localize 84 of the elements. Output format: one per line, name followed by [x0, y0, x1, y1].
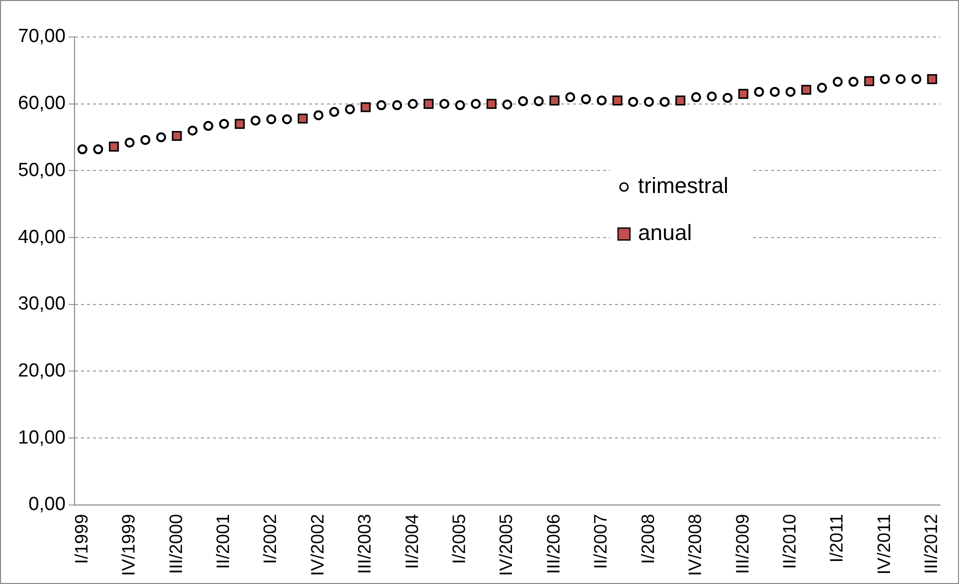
point: [534, 96, 544, 106]
point: [675, 96, 686, 106]
x-tick-label: IV/2005: [496, 514, 516, 576]
point: [140, 134, 150, 145]
point: [486, 98, 497, 109]
point: [832, 76, 843, 87]
point: [848, 76, 858, 87]
point: [219, 118, 230, 129]
x-tick-label: III/2006: [543, 514, 564, 574]
x-tick-label: I/2005: [449, 514, 470, 564]
point: [234, 118, 245, 129]
y-tick-label: 0,00: [28, 494, 66, 516]
y-tick-label: 50,00: [18, 160, 66, 181]
point: [786, 86, 796, 97]
y-tick-label: 10,00: [18, 427, 66, 448]
x-tick-label: II/2010: [779, 514, 800, 569]
point: [801, 84, 812, 95]
point: [644, 96, 654, 107]
point: [266, 114, 276, 124]
point: [691, 92, 702, 102]
point: [298, 114, 308, 124]
point: [188, 126, 198, 136]
point: [470, 98, 481, 109]
y-tick-label: 30,00: [18, 294, 66, 315]
point: [738, 88, 748, 99]
x-tick-label: III/2009: [732, 514, 752, 574]
point: [313, 110, 324, 120]
point: [565, 92, 576, 102]
point: [706, 91, 717, 102]
point: [329, 106, 340, 117]
y-tick-label: 70,00: [18, 26, 66, 48]
point: [896, 74, 906, 84]
point: [108, 142, 119, 152]
y-tick-label: 20,00: [18, 360, 66, 382]
x-tick-label: IV/2002: [307, 514, 328, 576]
x-tick-label: II/2001: [213, 514, 234, 569]
point: [612, 96, 622, 106]
point: [282, 114, 292, 124]
point: [927, 74, 938, 84]
point: [455, 100, 466, 110]
point: [439, 98, 450, 109]
x-tick-label: III/2003: [354, 514, 375, 574]
point: [549, 96, 560, 106]
legend-label: trimestral: [638, 173, 728, 198]
point: [754, 86, 764, 97]
point: [596, 96, 607, 106]
point: [77, 144, 88, 154]
point: [770, 86, 780, 97]
point: [392, 100, 402, 110]
x-tick-label: II/2004: [402, 514, 422, 569]
point: [816, 82, 827, 93]
point: [172, 130, 182, 141]
x-tick-label: IV/1999: [118, 514, 139, 576]
x-tick-label: I/1999: [71, 514, 92, 564]
x-tick-label: IV/2011: [874, 514, 894, 575]
legend-label: anual: [638, 220, 692, 246]
x-tick-label: III/2012: [921, 514, 942, 574]
point: [660, 96, 670, 107]
point: [344, 104, 355, 114]
point: [156, 132, 166, 142]
point: [722, 92, 733, 103]
point: [203, 120, 214, 131]
point: [424, 98, 434, 109]
x-tick-label: II/2007: [590, 514, 611, 569]
x-tick-label: I/2011: [826, 514, 847, 563]
point: [911, 74, 922, 84]
x-tick-label: I/2002: [260, 514, 280, 564]
point: [580, 94, 591, 104]
point: [628, 96, 638, 107]
point: [502, 100, 512, 110]
point: [376, 100, 386, 110]
point: [93, 144, 104, 154]
point: [250, 116, 261, 126]
point: [124, 138, 135, 148]
point: [864, 76, 874, 86]
x-tick-label: IV/2008: [685, 514, 706, 576]
x-tick-label: III/2000: [166, 514, 186, 574]
y-tick-label: 60,00: [18, 93, 66, 114]
x-tick-label: I/2008: [638, 514, 658, 564]
point: [360, 102, 371, 112]
point: [408, 98, 418, 109]
point: [518, 96, 528, 106]
y-tick-label: 40,00: [18, 226, 66, 248]
point: [880, 74, 890, 84]
